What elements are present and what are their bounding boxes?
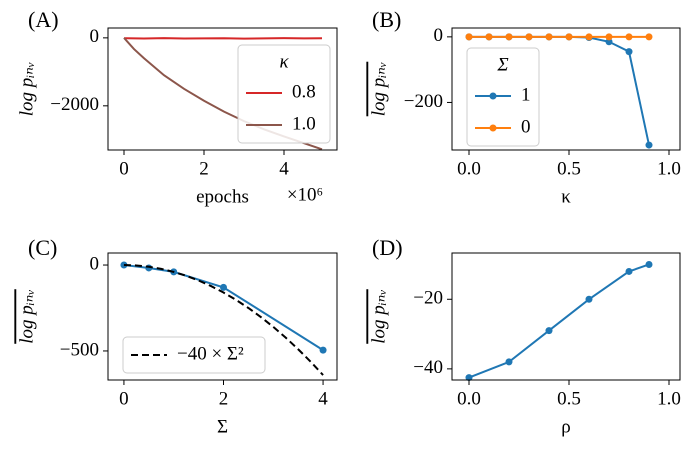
x-axis-label: ρ xyxy=(561,416,570,437)
x-tick-label: 2 xyxy=(199,158,209,179)
panel-label: (C) xyxy=(28,235,57,260)
legend-title: κ xyxy=(279,51,289,72)
y-tick-label: −2000 xyxy=(50,94,99,115)
data-point xyxy=(645,260,653,268)
axes-frame xyxy=(107,27,338,151)
x-tick-label: 0.5 xyxy=(557,158,581,179)
legend-label: 0 xyxy=(521,116,531,137)
data-point xyxy=(465,374,473,382)
x-tick-label: 0 xyxy=(119,158,129,179)
data-point xyxy=(605,38,613,46)
axes-frame xyxy=(451,252,681,381)
data-point xyxy=(219,283,227,291)
data-point xyxy=(625,48,633,56)
panel-label: (D) xyxy=(372,235,403,260)
legend-label: −40 × Σ² xyxy=(177,343,244,364)
x-axis-label: κ xyxy=(561,186,571,207)
y-axis-label: log pᵢₙᵥ xyxy=(16,62,37,117)
legend-label: 0.8 xyxy=(292,81,316,102)
y-axis-label: log pᵢₙᵥ xyxy=(368,289,389,344)
data-point xyxy=(465,33,473,41)
x-tick-label: 1.0 xyxy=(657,388,681,409)
data-point xyxy=(505,358,513,366)
data-point xyxy=(505,33,513,41)
x-tick-label: 0 xyxy=(119,388,129,409)
legend-label: 1.0 xyxy=(292,113,316,134)
data-point xyxy=(585,295,593,303)
x-tick-label: 2 xyxy=(219,388,229,409)
y-tick-label: −500 xyxy=(60,339,99,360)
x-tick-label: 4 xyxy=(318,388,328,409)
data-point xyxy=(545,327,553,335)
legend-marker xyxy=(489,124,497,132)
x-offset-label: ×10⁶ xyxy=(287,184,323,205)
y-tick-label: −20 xyxy=(413,288,443,309)
data-point xyxy=(485,33,493,41)
y-tick-label: 0 xyxy=(90,26,100,47)
panel-label: (A) xyxy=(28,7,59,32)
axes-frame xyxy=(107,252,338,381)
data-point xyxy=(319,346,327,354)
data-point xyxy=(645,33,653,41)
panel-label: (B) xyxy=(372,7,401,32)
data-point xyxy=(625,33,633,41)
data-point xyxy=(645,141,653,149)
y-tick-label: 0 xyxy=(90,253,100,274)
x-tick-label: 0.0 xyxy=(457,388,481,409)
legend-box xyxy=(122,336,266,374)
x-tick-label: 0.0 xyxy=(457,158,481,179)
x-tick-label: 1.0 xyxy=(657,158,681,179)
data-point xyxy=(605,33,613,41)
x-tick-label: 4 xyxy=(279,158,289,179)
data-point xyxy=(565,33,573,41)
y-tick-label: −200 xyxy=(404,91,443,112)
legend-marker xyxy=(489,92,497,100)
data-point xyxy=(585,33,593,41)
x-axis-label: Σ xyxy=(217,416,228,437)
axes-frame xyxy=(451,27,681,151)
data-point xyxy=(625,267,633,275)
legend-label: 1 xyxy=(521,84,531,105)
x-axis-label: epochs xyxy=(196,186,249,207)
y-tick-label: −40 xyxy=(413,357,443,378)
y-axis-label: log pᵢₙᵥ xyxy=(16,289,37,344)
data-point xyxy=(545,33,553,41)
y-tick-label: 0 xyxy=(434,25,444,46)
legend-box xyxy=(237,44,331,144)
x-tick-label: 0.5 xyxy=(557,388,581,409)
y-axis-label: log pᵢₙᵥ xyxy=(368,62,389,117)
series-line xyxy=(468,263,650,379)
data-point xyxy=(525,33,533,41)
series-line xyxy=(123,264,324,376)
legend-title: Σ xyxy=(496,54,508,75)
